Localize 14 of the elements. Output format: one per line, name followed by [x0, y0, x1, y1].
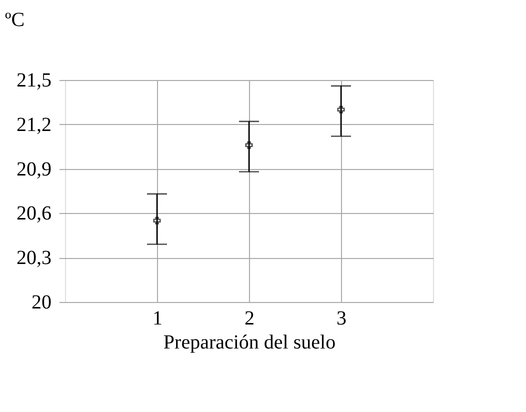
x-tick-label: 2: [244, 308, 254, 330]
y-tick-label: 21,2: [16, 114, 52, 136]
y-tick-label: 20,3: [16, 247, 52, 270]
point: [337, 106, 345, 114]
x-tick-label: 1: [152, 308, 162, 330]
y-tick-label: 20: [32, 292, 52, 314]
x-axis-title: Preparación del suelo: [163, 332, 336, 354]
y-tick-label: 20,6: [16, 202, 52, 225]
y-tick-label: 20,9: [16, 158, 52, 180]
y-axis-title: ºC: [5, 9, 25, 31]
y-tick-label: 21,5: [16, 70, 52, 92]
point: [153, 216, 161, 224]
x-tick-label: 3: [336, 308, 346, 330]
point: [245, 141, 253, 149]
